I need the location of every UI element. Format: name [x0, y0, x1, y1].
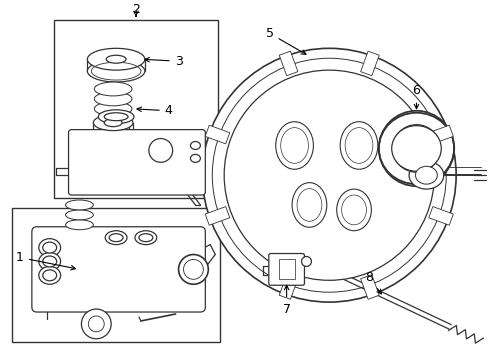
- Ellipse shape: [104, 113, 128, 121]
- Ellipse shape: [135, 231, 157, 244]
- Text: 2: 2: [132, 3, 140, 16]
- Bar: [360, 51, 379, 76]
- Ellipse shape: [336, 189, 370, 231]
- Ellipse shape: [340, 122, 377, 169]
- Ellipse shape: [345, 128, 372, 163]
- Bar: [360, 275, 379, 299]
- Circle shape: [224, 70, 433, 280]
- Ellipse shape: [42, 242, 57, 253]
- Ellipse shape: [106, 55, 126, 63]
- Text: 3: 3: [144, 55, 182, 68]
- Ellipse shape: [183, 260, 203, 279]
- Circle shape: [81, 309, 111, 339]
- Ellipse shape: [42, 256, 57, 267]
- Ellipse shape: [280, 128, 308, 163]
- Ellipse shape: [93, 129, 133, 144]
- Bar: [428, 207, 452, 225]
- Bar: [278, 260, 294, 279]
- Circle shape: [392, 125, 439, 172]
- Ellipse shape: [275, 122, 313, 169]
- Ellipse shape: [415, 166, 436, 184]
- Bar: [12, 208, 220, 342]
- Circle shape: [378, 111, 453, 186]
- Ellipse shape: [39, 239, 61, 257]
- Ellipse shape: [408, 161, 443, 189]
- Ellipse shape: [291, 183, 326, 227]
- Ellipse shape: [39, 252, 61, 270]
- Ellipse shape: [65, 210, 93, 220]
- Ellipse shape: [93, 115, 133, 131]
- Ellipse shape: [190, 141, 200, 149]
- Ellipse shape: [341, 195, 366, 225]
- Ellipse shape: [65, 220, 93, 230]
- Circle shape: [202, 48, 455, 302]
- Ellipse shape: [391, 126, 440, 171]
- Ellipse shape: [105, 231, 127, 244]
- Ellipse shape: [87, 60, 144, 82]
- Text: 6: 6: [412, 85, 420, 109]
- Circle shape: [88, 316, 104, 332]
- Bar: [279, 51, 297, 76]
- Ellipse shape: [42, 270, 57, 281]
- Text: 4: 4: [137, 104, 172, 117]
- Ellipse shape: [94, 92, 132, 106]
- FancyBboxPatch shape: [268, 253, 304, 285]
- Text: 7: 7: [282, 285, 290, 316]
- Ellipse shape: [104, 119, 122, 127]
- Bar: [205, 125, 229, 144]
- Bar: [205, 207, 229, 225]
- Ellipse shape: [39, 266, 61, 284]
- Ellipse shape: [139, 234, 152, 242]
- Text: 8: 8: [364, 271, 381, 294]
- Text: 1: 1: [16, 251, 75, 270]
- Ellipse shape: [190, 154, 200, 162]
- Ellipse shape: [94, 82, 132, 96]
- Ellipse shape: [65, 200, 93, 210]
- Ellipse shape: [87, 48, 144, 70]
- Ellipse shape: [109, 234, 123, 242]
- Ellipse shape: [296, 189, 321, 221]
- Ellipse shape: [94, 102, 132, 116]
- Circle shape: [301, 257, 311, 266]
- Bar: [428, 125, 452, 144]
- Text: 5: 5: [265, 27, 305, 54]
- Ellipse shape: [98, 110, 134, 124]
- Bar: [279, 275, 297, 299]
- FancyBboxPatch shape: [68, 130, 205, 195]
- Bar: [54, 19, 218, 198]
- FancyBboxPatch shape: [32, 227, 205, 312]
- Ellipse shape: [178, 255, 208, 284]
